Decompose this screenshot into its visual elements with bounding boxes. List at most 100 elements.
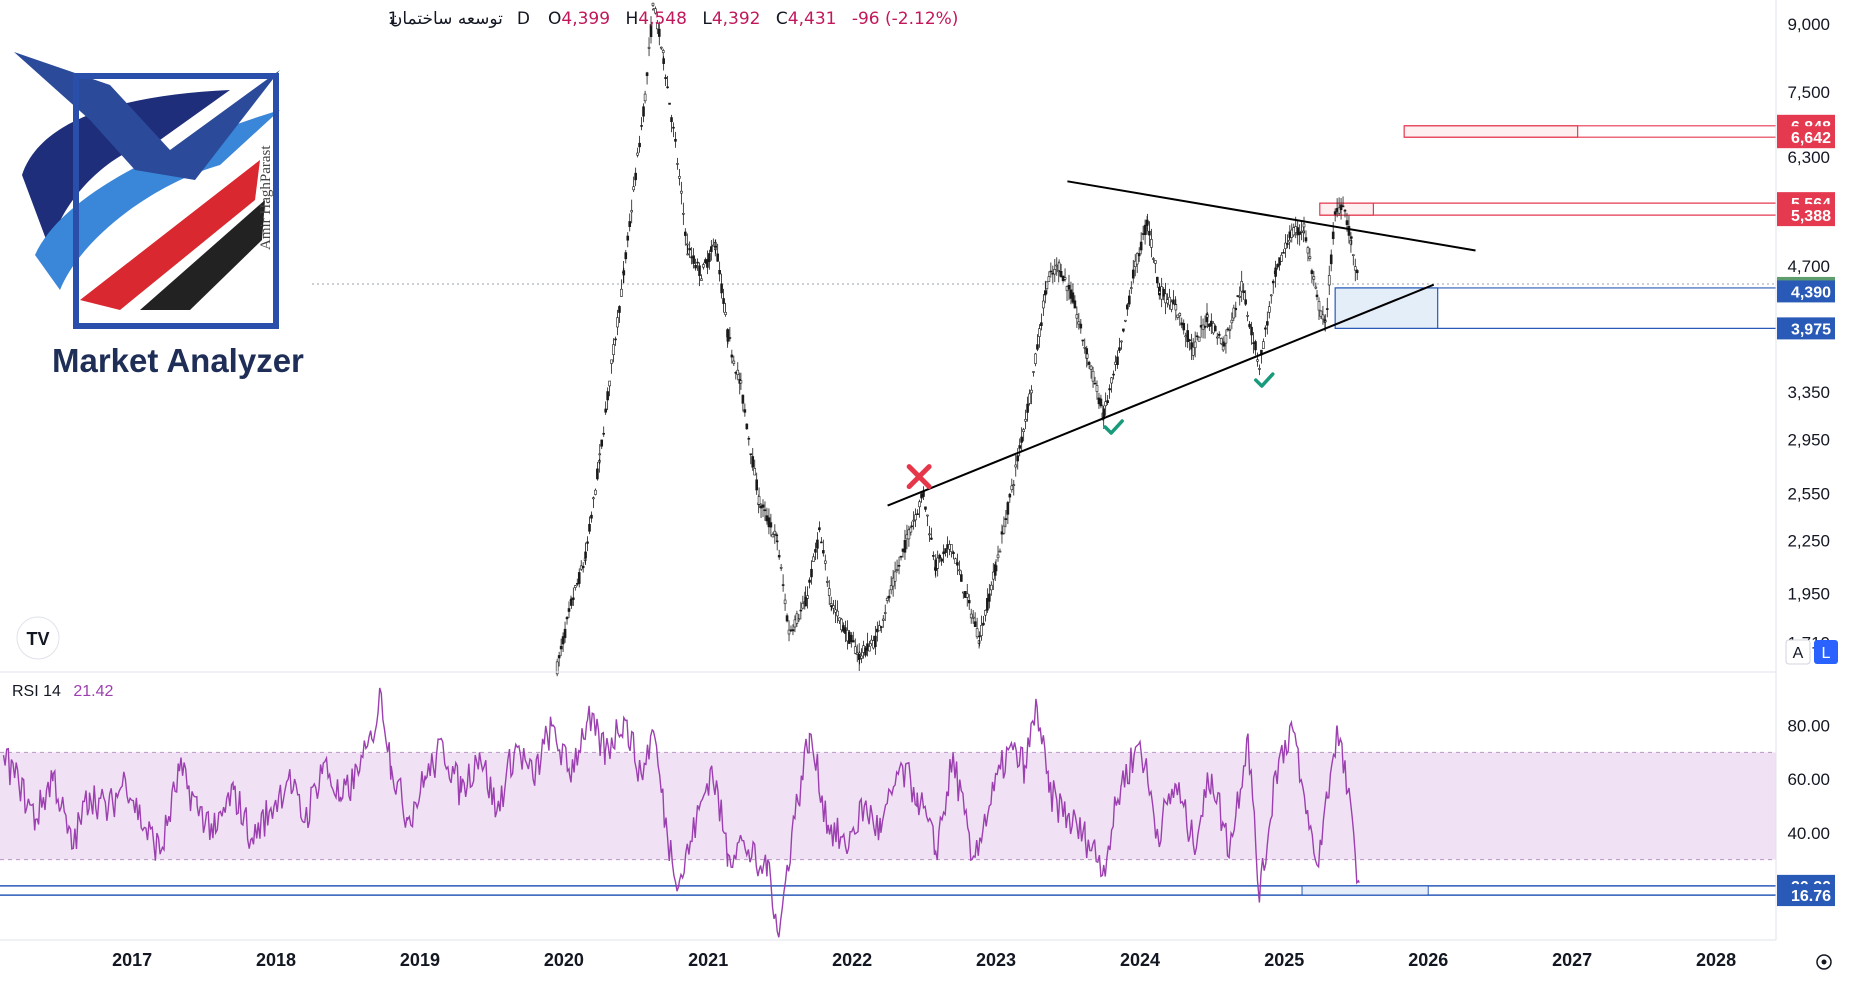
- candle-body: [656, 22, 659, 30]
- candle-body: [1083, 346, 1087, 349]
- year-tick-2021: 2021: [688, 950, 728, 970]
- price-tick-1,950: 1,950: [1787, 585, 1830, 604]
- candle-body: [745, 423, 749, 430]
- rsi-tag-16.76: 16.76: [1777, 884, 1835, 907]
- trendline-lower: [887, 283, 1435, 507]
- logo-light-swoosh-icon: [35, 110, 280, 290]
- candle-body: [608, 380, 611, 387]
- year-tick-2026: 2026: [1408, 950, 1448, 970]
- legend-ohlc: O4,399 H4,548 L4,392 C4,431 -96 (-2.12%): [548, 9, 958, 29]
- candle-body: [868, 646, 871, 652]
- market-analyzer-logo: Amir HaghParast Market Analyzer: [14, 52, 304, 379]
- price-tick-2,250: 2,250: [1787, 531, 1830, 550]
- candle-body: [1242, 290, 1245, 294]
- candle-body: [1081, 339, 1085, 342]
- price-pane[interactable]: [0, 0, 1776, 677]
- candle-body: [912, 519, 915, 522]
- candle-body: [1284, 242, 1287, 249]
- year-tick-2022: 2022: [832, 950, 872, 970]
- candle-body: [557, 655, 561, 659]
- rsi-line: [2, 687, 1360, 938]
- rsi-zone-box: [1301, 885, 1429, 896]
- price-tick-3,350: 3,350: [1787, 383, 1830, 402]
- time-axis[interactable]: 2017 2018 2019 2020 2021 2022 2023 2024 2025 2026…: [0, 939, 1832, 970]
- tradingview-badge[interactable]: TV: [16, 616, 60, 660]
- candle-body: [624, 252, 628, 260]
- price-tag-label: 3,975: [1791, 321, 1831, 338]
- rsi-pane[interactable]: RSI 14 21.42: [0, 683, 1776, 938]
- candle-body: [1345, 220, 1349, 225]
- symbol-legend: توسعه ساختمان·1D O4,399 H4,548 L4,392 C4…: [388, 9, 959, 29]
- candle-body: [736, 369, 740, 375]
- candle-body: [1128, 295, 1131, 305]
- upper-resistance-zone: [1403, 125, 1579, 138]
- trendlines[interactable]: [887, 180, 1476, 507]
- candle-body: [1093, 382, 1097, 385]
- candle-body: [1002, 525, 1006, 534]
- auto-scale-button[interactable]: [1785, 639, 1811, 665]
- candle-body: [584, 551, 587, 559]
- candle-body: [612, 344, 615, 355]
- candle-body: [1122, 328, 1125, 332]
- candle-body: [714, 245, 717, 248]
- candle-body: [1333, 211, 1337, 215]
- check-mark-icon-1: [1103, 419, 1124, 435]
- candle-body: [960, 574, 963, 582]
- candle-body: [1266, 321, 1269, 326]
- candle-body: [860, 655, 863, 659]
- candle-body: [632, 186, 635, 191]
- candle-body: [944, 548, 947, 553]
- candle-body: [1298, 231, 1301, 235]
- candle-body: [1314, 286, 1318, 289]
- candle-body: [1337, 207, 1341, 214]
- price-scale[interactable]: 9,000 7,500 6,300 4,700 3,350 2,950 2,550 2,250…: [1775, 0, 1838, 940]
- rsi-tick-80.00: 80.00: [1787, 717, 1830, 736]
- candle-body: [751, 456, 755, 468]
- candle-body: [1339, 204, 1343, 211]
- candle-body: [769, 522, 773, 528]
- candle-body: [832, 605, 835, 609]
- candle-body: [1315, 294, 1319, 298]
- candle-body: [657, 28, 661, 37]
- price-tag-4,390: 4,390: [1777, 280, 1835, 303]
- candle-body: [1073, 300, 1077, 309]
- candle-body: [1269, 294, 1273, 297]
- candle-body: [1347, 226, 1351, 236]
- candle-body: [755, 479, 758, 491]
- candle-body: [1232, 307, 1236, 319]
- candle-body: [916, 513, 919, 516]
- candle-body: [1016, 455, 1020, 462]
- candle-body: [965, 593, 969, 598]
- trendline-upper: [1067, 180, 1476, 252]
- candle-body: [1018, 445, 1022, 449]
- candle-body: [1030, 389, 1033, 394]
- candle-body: [628, 221, 632, 227]
- candle-body: [1329, 254, 1333, 265]
- candle-body: [638, 142, 641, 148]
- candle-body: [1146, 220, 1149, 225]
- candle-body: [950, 544, 953, 553]
- candle-body: [1190, 342, 1193, 350]
- candle-body: [1219, 338, 1223, 345]
- candle-body: [1053, 269, 1057, 275]
- candle-body: [1350, 236, 1353, 239]
- candle-body: [678, 176, 681, 179]
- candle-body: [676, 163, 679, 165]
- candle-body: [1341, 205, 1345, 208]
- candle-body: [883, 612, 887, 614]
- candle-body: [1217, 333, 1221, 336]
- candle-body: [1170, 301, 1173, 310]
- candle-body: [986, 598, 989, 611]
- candle-body: [893, 571, 897, 582]
- settings-gear-icon[interactable]: [1816, 954, 1832, 970]
- candle-body: [1152, 258, 1155, 260]
- candle-body: [567, 608, 571, 612]
- candle-body: [1040, 322, 1043, 326]
- candle-body: [785, 615, 789, 622]
- candle-body: [1302, 223, 1306, 228]
- candle-body: [984, 610, 987, 616]
- candle-body: [1164, 293, 1167, 304]
- log-scale-button[interactable]: [1814, 640, 1838, 664]
- candle-body: [1129, 287, 1133, 289]
